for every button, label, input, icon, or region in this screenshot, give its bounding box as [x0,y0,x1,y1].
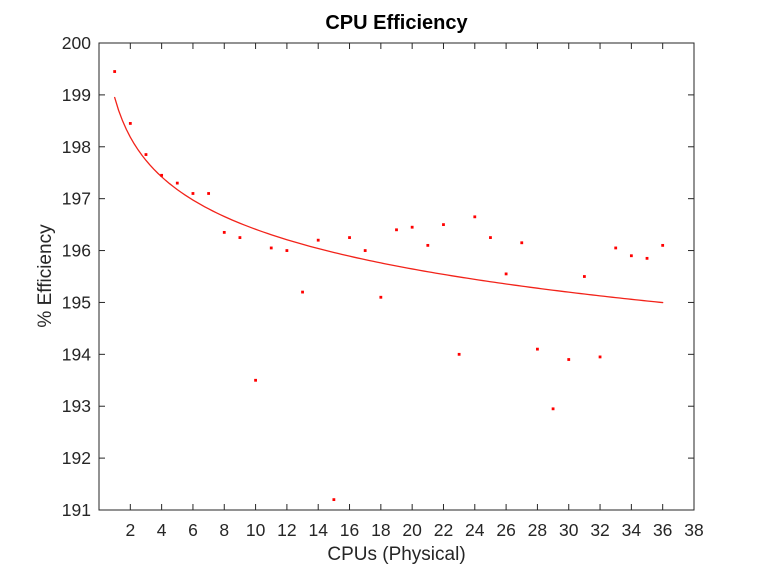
data-point [332,498,336,502]
data-point [128,122,132,125]
x-tick-label: 26 [496,520,515,540]
data-point [504,272,508,276]
x-tick-label: 4 [157,520,167,540]
data-point [457,352,461,356]
x-tick-label: 20 [402,520,422,540]
x-tick-label: 38 [684,520,703,540]
data-point [191,192,195,195]
data-point [645,256,649,260]
data-point [238,236,242,239]
x-tick-label: 34 [622,520,642,540]
chart-title: CPU Efficiency [325,12,468,34]
x-tick-label: 32 [590,520,609,540]
x-tick-label: 24 [465,520,485,540]
data-point [426,243,430,247]
data-point [175,181,179,185]
x-tick-label: 10 [246,520,266,540]
data-point [222,230,226,234]
data-point [379,295,383,299]
data-point [582,275,586,278]
data-point [489,236,492,239]
data-point [473,215,477,219]
y-tick-label: 191 [62,500,91,520]
data-point [301,290,304,294]
data-point [661,243,665,247]
x-tick-label: 18 [371,520,390,540]
x-tick-label: 6 [188,520,198,540]
data-point [536,347,539,351]
fit-curve [114,96,664,304]
x-tick-label: 36 [653,520,672,540]
y-axis-label: % Efficiency [35,224,56,328]
data-point [520,241,524,245]
axes-box [98,42,695,511]
data-point [316,238,320,242]
data-point [207,192,211,195]
data-point [442,223,445,227]
data-point [113,70,117,73]
data-point [254,378,257,382]
y-tick-label: 193 [62,396,91,416]
x-tick-label: 2 [125,520,135,540]
x-tick-label: 28 [528,520,547,540]
y-tick-label: 197 [62,189,91,209]
data-point [363,249,367,252]
y-tick-label: 192 [62,448,91,468]
y-tick-label: 196 [62,241,91,261]
y-tick-label: 198 [62,137,91,157]
data-point [614,246,618,250]
data-point [551,407,555,411]
y-tick-label: 199 [62,85,91,105]
data-point [285,249,289,252]
y-tick-label: 194 [62,344,91,364]
x-tick-label: 12 [277,520,296,540]
x-axis-label: CPUs (Physical) [327,544,466,565]
data-point [395,228,398,232]
data-point [567,358,571,361]
y-tick-label: 200 [62,33,91,53]
data-point [629,254,633,258]
data-point [160,173,164,177]
data-point [410,225,414,229]
x-tick-label: 8 [219,520,229,540]
x-tick-label: 30 [559,520,579,540]
x-tick-label: 14 [308,520,328,540]
x-tick-label: 16 [340,520,359,540]
data-point [598,355,602,359]
data-point [144,153,148,156]
y-tick-label: 195 [62,292,91,312]
data-point [269,246,273,250]
x-tick-label: 22 [434,520,453,540]
data-point [348,236,351,239]
